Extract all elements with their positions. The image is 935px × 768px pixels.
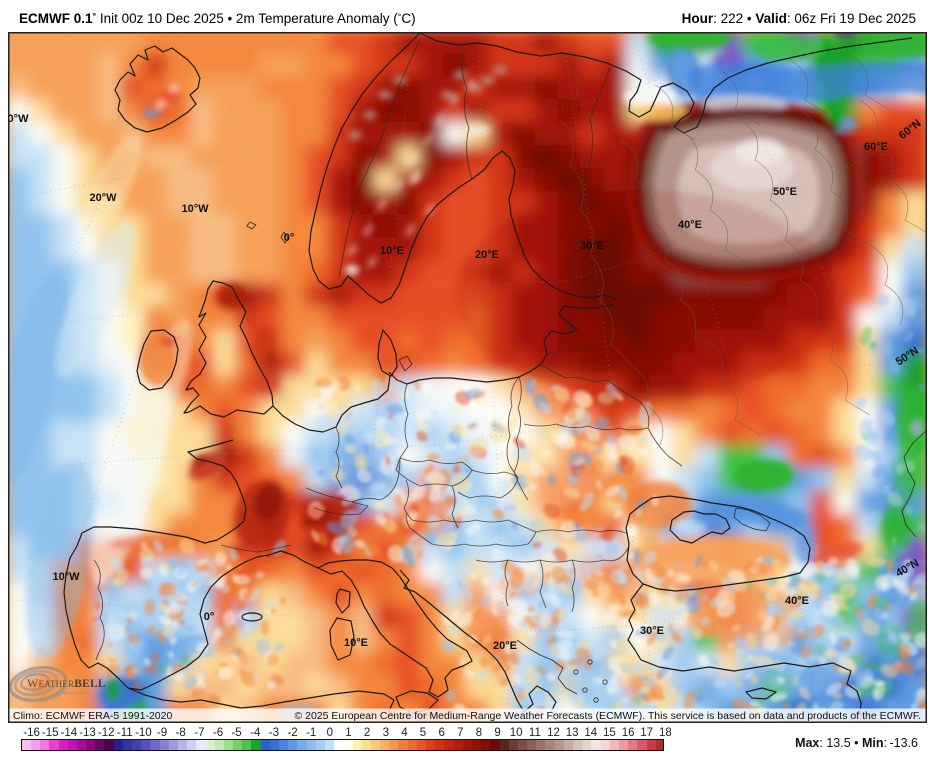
svg-text:10°W: 10°W [181,203,209,215]
svg-text:60°E: 60°E [864,141,888,153]
svg-text:30°E: 30°E [640,625,664,637]
svg-text:Climo: ECMWF ERA-5 1991-2020: Climo: ECMWF ERA-5 1991-2020 [13,710,172,722]
svg-text:WEATHERBELL: WEATHERBELL [27,676,106,690]
svg-text:0°W: 0°W [8,113,29,125]
svg-text:20°E: 20°E [475,249,499,261]
svg-text:10°E: 10°E [380,245,404,257]
svg-text:20°E: 20°E [493,640,517,652]
svg-text:40°E: 40°E [785,595,809,607]
svg-text:0°: 0° [284,232,295,244]
svg-text:20°W: 20°W [89,192,117,204]
svg-text:0°: 0° [204,611,215,623]
svg-text:50°E: 50°E [773,186,797,198]
svg-text:Analytics LLC: Analytics LLC [62,690,89,695]
svg-text:40°E: 40°E [678,219,702,231]
svg-text:© 2025 European Centre for Med: © 2025 European Centre for Medium-Range … [294,710,921,722]
svg-text:10°E: 10°E [344,637,368,649]
svg-text:30°E: 30°E [580,240,604,252]
